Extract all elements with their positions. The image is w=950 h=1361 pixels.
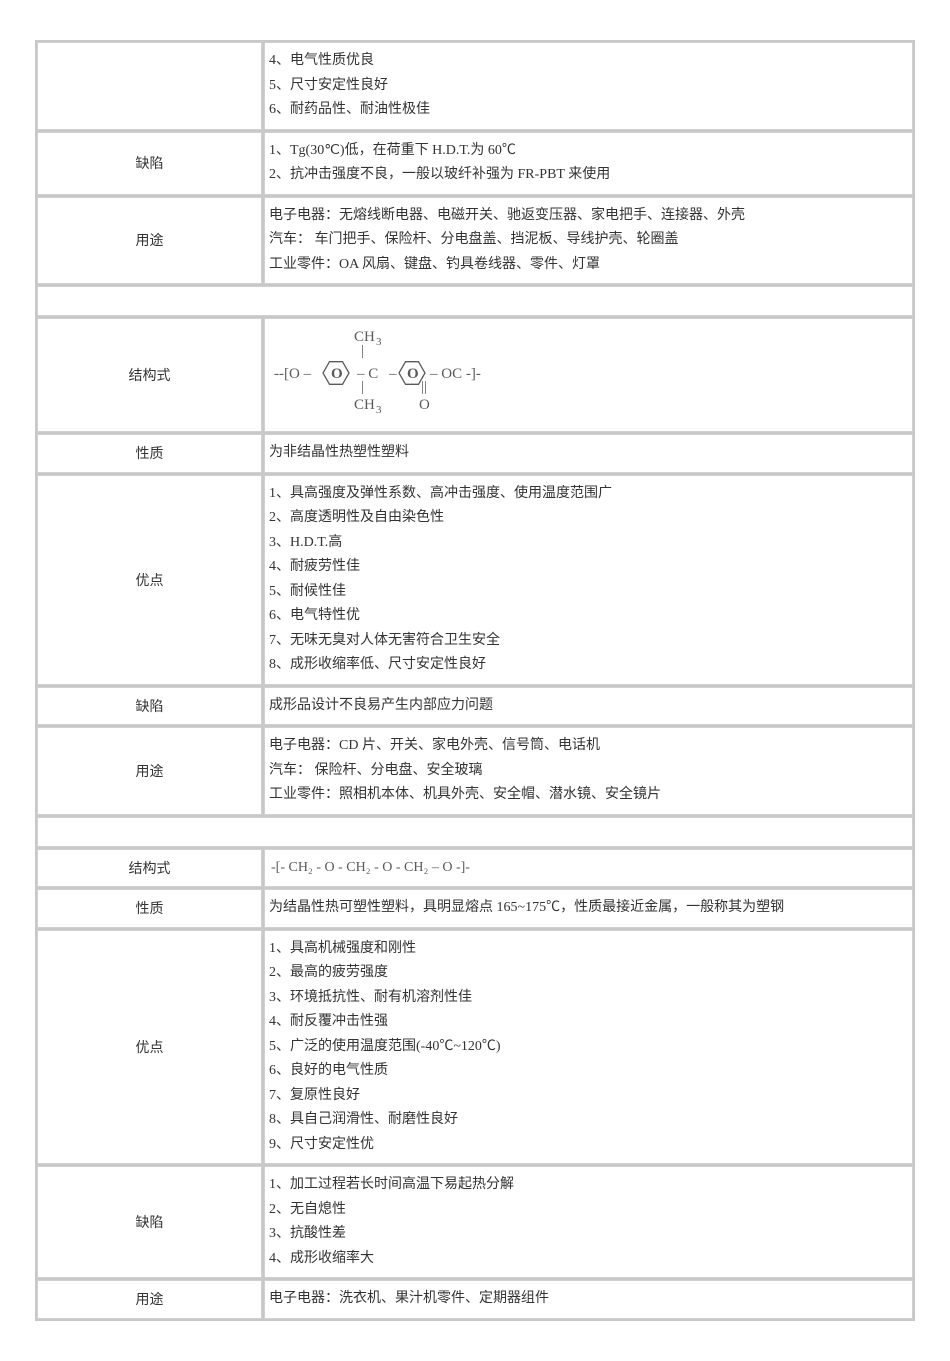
- svg-text:– OC -]-: – OC -]-: [429, 366, 481, 382]
- content-line: 4、电气性质优良: [269, 49, 908, 74]
- row-content: -[- CH₂ - O - CH₂ - O - CH₂ – O -]-: [264, 849, 913, 888]
- content-line: 5、尺寸安定性良好: [269, 74, 908, 99]
- svg-text:3: 3: [376, 336, 382, 348]
- content-line: 9、尺寸安定性优: [269, 1133, 908, 1158]
- svg-text:CH: CH: [354, 329, 375, 345]
- row-label: 结构式: [37, 318, 262, 432]
- content-line: 2、高度透明性及自由染色性: [269, 506, 908, 531]
- row-label: 性质: [37, 434, 262, 473]
- row-content: 电子电器：洗衣机、果汁机零件、定期器组件: [264, 1280, 913, 1319]
- row-content: 1、具高机械强度和刚性2、最高的疲劳强度3、环境抵抗性、耐有机溶剂性佳4、耐反覆…: [264, 930, 913, 1165]
- content-line: 7、复原性良好: [269, 1084, 908, 1109]
- row-label: 用途: [37, 1280, 262, 1319]
- content-line: 工业零件：OA 风扇、键盘、钓具卷线器、零件、灯罩: [269, 253, 908, 278]
- content-line: 汽车： 车门把手、保险杆、分电盘盖、挡泥板、导线护壳、轮圈盖: [269, 228, 908, 253]
- content-line: 8、具自己润滑性、耐磨性良好: [269, 1108, 908, 1133]
- row-label: 结构式: [37, 849, 262, 888]
- row-label: 性质: [37, 889, 262, 928]
- content-line: 为结晶性热可塑性塑料，具明显熔点 165~175℃，性质最接近金属，一般称其为塑…: [269, 896, 908, 921]
- svg-text:O: O: [407, 366, 419, 382]
- content-line: 2、抗冲击强度不良，一般以玻纤补强为 FR-PBT 来使用: [269, 163, 908, 188]
- content-line: 电子电器：CD 片、开关、家电外壳、信号筒、电话机: [269, 734, 908, 759]
- row-label: 缺陷: [37, 687, 262, 726]
- row-content: 1、加工过程若长时间高温下易起热分解2、无自熄性3、抗酸性差4、成形收缩率大: [264, 1166, 913, 1278]
- content-line: 8、成形收缩率低、尺寸安定性良好: [269, 653, 908, 678]
- content-line: 电子电器：洗衣机、果汁机零件、定期器组件: [269, 1287, 908, 1312]
- content-line: 4、耐反覆冲击性强: [269, 1010, 908, 1035]
- row-content: 为结晶性热可塑性塑料，具明显熔点 165~175℃，性质最接近金属，一般称其为塑…: [264, 889, 913, 928]
- content-line: 1、具高机械强度和刚性: [269, 937, 908, 962]
- content-line: 6、良好的电气性质: [269, 1059, 908, 1084]
- content-line: 1、具高强度及弹性系数、高冲击强度、使用温度范围广: [269, 482, 908, 507]
- content-line: 2、无自熄性: [269, 1198, 908, 1223]
- svg-text:O: O: [331, 366, 343, 382]
- content-line: 1、Tg(30℃)低，在荷重下 H.D.T.为 60℃: [269, 139, 908, 164]
- content-line: 7、无味无臭对人体无害符合卫生安全: [269, 629, 908, 654]
- row-content: 电子电器：CD 片、开关、家电外壳、信号筒、电话机汽车： 保险杆、分电盘、安全玻…: [264, 727, 913, 815]
- content-line: 2、最高的疲劳强度: [269, 961, 908, 986]
- svg-text:||: ||: [421, 379, 427, 395]
- row-content: 4、电气性质优良5、尺寸安定性良好6、耐药品性、耐油性极佳: [264, 42, 913, 130]
- svg-text:|: |: [361, 343, 364, 359]
- svg-text:CH: CH: [354, 397, 375, 413]
- content-line: 1、加工过程若长时间高温下易起热分解: [269, 1173, 908, 1198]
- section-header: 聚碳酸酯（PC）: [37, 286, 913, 316]
- row-label: [37, 42, 262, 130]
- material-table: 4、电气性质优良5、尺寸安定性良好6、耐药品性、耐油性极佳缺陷1、Tg(30℃)…: [35, 40, 915, 1321]
- row-content: 1、具高强度及弹性系数、高冲击强度、使用温度范围广2、高度透明性及自由染色性3、…: [264, 475, 913, 685]
- pom-structure-formula: -[- CH₂ - O - CH₂ - O - CH₂ – O -]-: [269, 860, 470, 875]
- svg-text:–: –: [388, 366, 397, 382]
- row-label: 优点: [37, 475, 262, 685]
- svg-text:3: 3: [376, 404, 382, 416]
- pc-structure-formula: CH3|--[O –– C–– OC -]-|CH3||OOO: [269, 325, 549, 425]
- content-line: 6、耐药品性、耐油性极佳: [269, 98, 908, 123]
- content-line: 3、环境抵抗性、耐有机溶剂性佳: [269, 986, 908, 1011]
- content-line: 成形品设计不良易产生内部应力问题: [269, 694, 908, 719]
- content-line: 工业零件：照相机本体、机具外壳、安全帽、潜水镜、安全镜片: [269, 783, 908, 808]
- svg-text:|: |: [361, 379, 364, 395]
- content-line: 电子电器：无熔线断电器、电磁开关、驰返变压器、家电把手、连接器、外壳: [269, 204, 908, 229]
- row-content: 为非结晶性热塑性塑料: [264, 434, 913, 473]
- content-line: 4、耐疲劳性佳: [269, 555, 908, 580]
- section-header: 聚缩醛（POM）: [37, 817, 913, 847]
- row-content: 成形品设计不良易产生内部应力问题: [264, 687, 913, 726]
- content-line: 3、H.D.T.高: [269, 531, 908, 556]
- row-content: 1、Tg(30℃)低，在荷重下 H.D.T.为 60℃2、抗冲击强度不良，一般以…: [264, 132, 913, 195]
- row-label: 用途: [37, 197, 262, 285]
- row-content: 电子电器：无熔线断电器、电磁开关、驰返变压器、家电把手、连接器、外壳汽车： 车门…: [264, 197, 913, 285]
- svg-text:O: O: [419, 397, 430, 413]
- row-label: 用途: [37, 727, 262, 815]
- svg-text:--[O –: --[O –: [274, 366, 312, 382]
- svg-text:– C: – C: [356, 366, 378, 382]
- row-content: CH3|--[O –– C–– OC -]-|CH3||OOO: [264, 318, 913, 432]
- content-line: 5、耐候性佳: [269, 580, 908, 605]
- content-line: 为非结晶性热塑性塑料: [269, 441, 908, 466]
- content-line: 汽车： 保险杆、分电盘、安全玻璃: [269, 759, 908, 784]
- row-label: 优点: [37, 930, 262, 1165]
- content-line: 3、抗酸性差: [269, 1222, 908, 1247]
- content-line: 5、广泛的使用温度范围(-40℃~120℃): [269, 1035, 908, 1060]
- content-line: 6、电气特性优: [269, 604, 908, 629]
- row-label: 缺陷: [37, 132, 262, 195]
- row-label: 缺陷: [37, 1166, 262, 1278]
- content-line: 4、成形收缩率大: [269, 1247, 908, 1272]
